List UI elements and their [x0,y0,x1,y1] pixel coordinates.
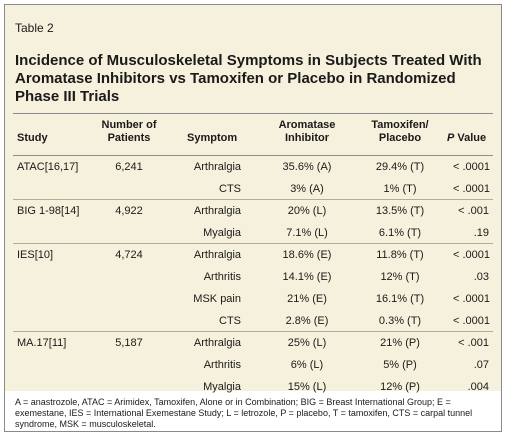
cell-aromatase-inhibitor: 15% (L) [287,381,327,393]
cell-p-value: < .0001 [453,293,491,305]
header-top-rule [13,113,493,114]
cell-symptom: CTS [219,183,241,195]
group-separator [13,199,493,200]
table-row: ATAC[16,17] 6,241 Arthralgia 35.6% (A) 29.4%… [5,156,501,178]
cell-symptom: Arthritis [203,359,241,371]
cell-p-value: < .0001 [453,315,491,327]
table-panel: Table 2 Incidence of Musculoskeletal Sym… [4,4,502,432]
table-row: MA.17[11] 5,187 Arthralgia 25% (L) 21% (P) < … [5,332,501,354]
table-row: CTS 2.8% (E) 0.3% (T) < .0001 [5,310,501,332]
cell-p-value: .19 [473,227,489,239]
table-row: MSK pain 21% (E) 16.1% (T) < .0001 [5,288,501,310]
cell-p-value: .03 [473,271,489,283]
header-patients-line2: Patients [107,132,151,144]
table-background [5,5,501,391]
header-p-italic: P [447,132,455,144]
cell-p-value: < .001 [458,205,489,217]
cell-p-value: < .0001 [453,249,491,261]
header-tam-line2: Placebo [378,132,422,144]
cell-symptom: Arthritis [203,271,241,283]
table-row: CTS 3% (A) 1% (T) < .0001 [5,178,501,200]
cell-aromatase-inhibitor: 21% (E) [287,293,327,305]
table-row: Arthritis 6% (L) 5% (P) .07 [5,354,501,376]
header-bottom-rule [13,155,493,156]
cell-patients: 4,922 [115,205,143,217]
cell-study: IES[10] [17,249,54,261]
table-row: IES[10] 4,724 Arthralgia 18.6% (E) 11.8% (T)… [5,244,501,266]
cell-aromatase-inhibitor: 25% (L) [287,337,327,349]
header-aromatase-inhibitor: Aromatase Inhibitor [267,119,347,145]
cell-study: ATAC[16,17] [17,161,79,173]
cell-study: BIG 1-98[14] [17,205,80,217]
cell-aromatase-inhibitor: 6% (L) [290,359,324,371]
cell-p-value: .004 [467,381,489,393]
cell-tamoxifen-placebo: 21% (P) [380,337,420,349]
cell-tamoxifen-placebo: 12% (T) [380,271,420,283]
cell-aromatase-inhibitor: 7.1% (L) [286,227,328,239]
cell-p-value: < .0001 [453,183,491,195]
cell-symptom: CTS [219,315,241,327]
cell-aromatase-inhibitor: 14.1% (E) [282,271,332,283]
table-row: BIG 1-98[14] 4,922 Arthralgia 20% (L) 13.5% … [5,200,501,222]
header-study: Study [17,132,48,144]
cell-tamoxifen-placebo: 6.1% (T) [378,227,422,239]
cell-aromatase-inhibitor: 2.8% (E) [285,315,329,327]
cell-patients: 6,241 [115,161,143,173]
cell-aromatase-inhibitor: 3% (A) [290,183,324,195]
cell-patients: 4,724 [115,249,143,261]
cell-symptom: Arthralgia [193,337,241,349]
cell-p-value: .07 [473,359,489,371]
cell-study: MA.17[11] [17,337,67,349]
table-title: Incidence of Musculoskeletal Symptoms in… [15,52,482,105]
group-separator [13,243,493,244]
cell-symptom: Arthralgia [193,205,241,217]
cell-tamoxifen-placebo: 13.5% (T) [375,205,425,217]
header-tamoxifen-placebo: Tamoxifen/ Placebo [360,119,440,145]
header-patients-line1: Number of [101,119,157,131]
table-row: Myalgia 7.1% (L) 6.1% (T) .19 [5,222,501,244]
cell-aromatase-inhibitor: 35.6% (A) [282,161,332,173]
cell-patients: 5,187 [115,337,143,349]
cell-tamoxifen-placebo: 0.3% (T) [378,315,422,327]
cell-p-value: < .0001 [453,161,491,173]
cell-symptom: Arthralgia [193,249,241,261]
cell-tamoxifen-placebo: 5% (P) [383,359,417,371]
cell-aromatase-inhibitor: 18.6% (E) [282,249,332,261]
cell-tamoxifen-placebo: 12% (P) [380,381,420,393]
cell-tamoxifen-placebo: 1% (T) [383,183,417,195]
header-p-value: P Value [447,132,486,145]
cell-tamoxifen-placebo: 29.4% (T) [375,161,425,173]
table-row: Arthritis 14.1% (E) 12% (T) .03 [5,266,501,288]
header-symptom: Symptom [187,132,238,144]
table-label: Table 2 [15,21,54,35]
cell-symptom: Myalgia [203,227,241,239]
group-separator [13,331,493,332]
table-row: Myalgia 15% (L) 12% (P) .004 [5,376,501,398]
cell-symptom: Arthralgia [193,161,241,173]
cell-aromatase-inhibitor: 20% (L) [287,205,327,217]
cell-tamoxifen-placebo: 16.1% (T) [375,293,425,305]
cell-tamoxifen-placebo: 11.8% (T) [376,249,424,261]
table-footnote: A = anastrozole, ATAC = Arimidex, Tamoxi… [15,397,473,429]
header-p-rest: Value [457,132,487,144]
cell-symptom: MSK pain [193,293,241,305]
header-ai-line1: Aromatase [278,119,336,131]
cell-p-value: < .001 [458,337,489,349]
header-ai-line2: Inhibitor [285,132,329,144]
cell-symptom: Myalgia [203,381,241,393]
header-tam-line1: Tamoxifen/ [371,119,429,131]
header-patients: Number of Patients [93,119,165,145]
